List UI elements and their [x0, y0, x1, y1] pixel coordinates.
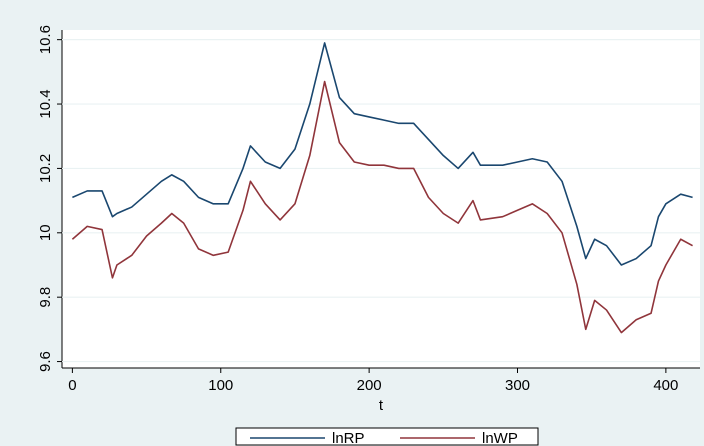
y-tick-label: 10.6: [37, 25, 54, 54]
legend-label: lnRP: [332, 430, 365, 446]
plot-area: [62, 30, 700, 368]
x-tick-label: 200: [357, 377, 382, 394]
y-tick-label: 10.2: [37, 154, 54, 183]
y-tick-label: 10: [37, 224, 54, 241]
x-tick-label: 400: [653, 377, 678, 394]
y-tick-label: 9.8: [37, 287, 54, 308]
x-tick-label: 100: [208, 377, 233, 394]
y-tick-label: 10.4: [37, 89, 54, 118]
data-line: [71, 80, 693, 334]
x-tick-label: 300: [505, 377, 530, 394]
legend-label: lnWP: [482, 430, 518, 446]
data-line: [72, 42, 693, 266]
x-axis-title: t: [379, 397, 384, 414]
x-tick-label: 0: [68, 377, 76, 394]
legend-box: [235, 427, 539, 446]
y-tick-label: 9.6: [37, 351, 54, 372]
